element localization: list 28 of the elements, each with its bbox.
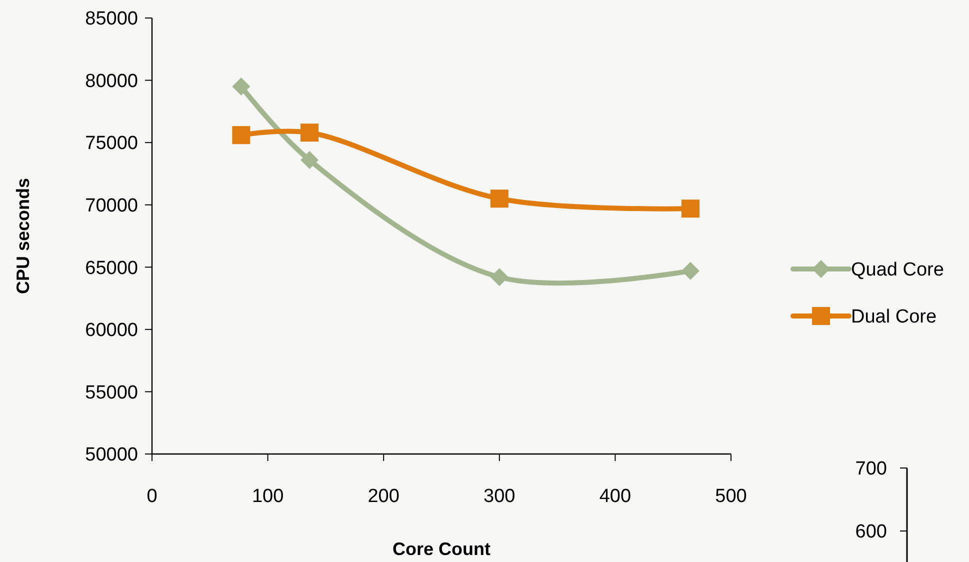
point	[490, 190, 508, 208]
x-tick-label: 300	[484, 486, 516, 507]
x-tick-label: 200	[368, 486, 400, 507]
legend-label: Quad Core	[851, 260, 944, 281]
x-tick-label: 400	[599, 486, 632, 507]
point	[300, 151, 318, 170]
y-tick-label: 75000	[85, 133, 138, 154]
x-axis-title: Core Count	[392, 539, 490, 559]
y-tick-label: 65000	[85, 258, 138, 279]
point	[232, 78, 250, 96]
text: 600	[855, 522, 887, 543]
x-tick-label: 100	[252, 486, 284, 507]
y-tick-label: 85000	[85, 8, 138, 30]
text: 700	[855, 458, 887, 480]
point	[681, 262, 700, 280]
y-tick-label: 60000	[85, 320, 138, 342]
point	[490, 268, 508, 286]
y-tick-label: 55000	[85, 382, 138, 404]
y-axis-title: CPU seconds	[13, 178, 33, 294]
x-tick-label: 0	[146, 486, 158, 507]
y-tick-label: 50000	[85, 444, 138, 466]
y-tick-label: 80000	[85, 70, 138, 92]
legend-label: Dual Core	[851, 306, 937, 328]
point	[300, 124, 318, 142]
x-tick-label: 500	[715, 486, 747, 507]
point	[232, 126, 250, 144]
y-tick-label: 70000	[85, 196, 138, 217]
point	[681, 200, 700, 218]
